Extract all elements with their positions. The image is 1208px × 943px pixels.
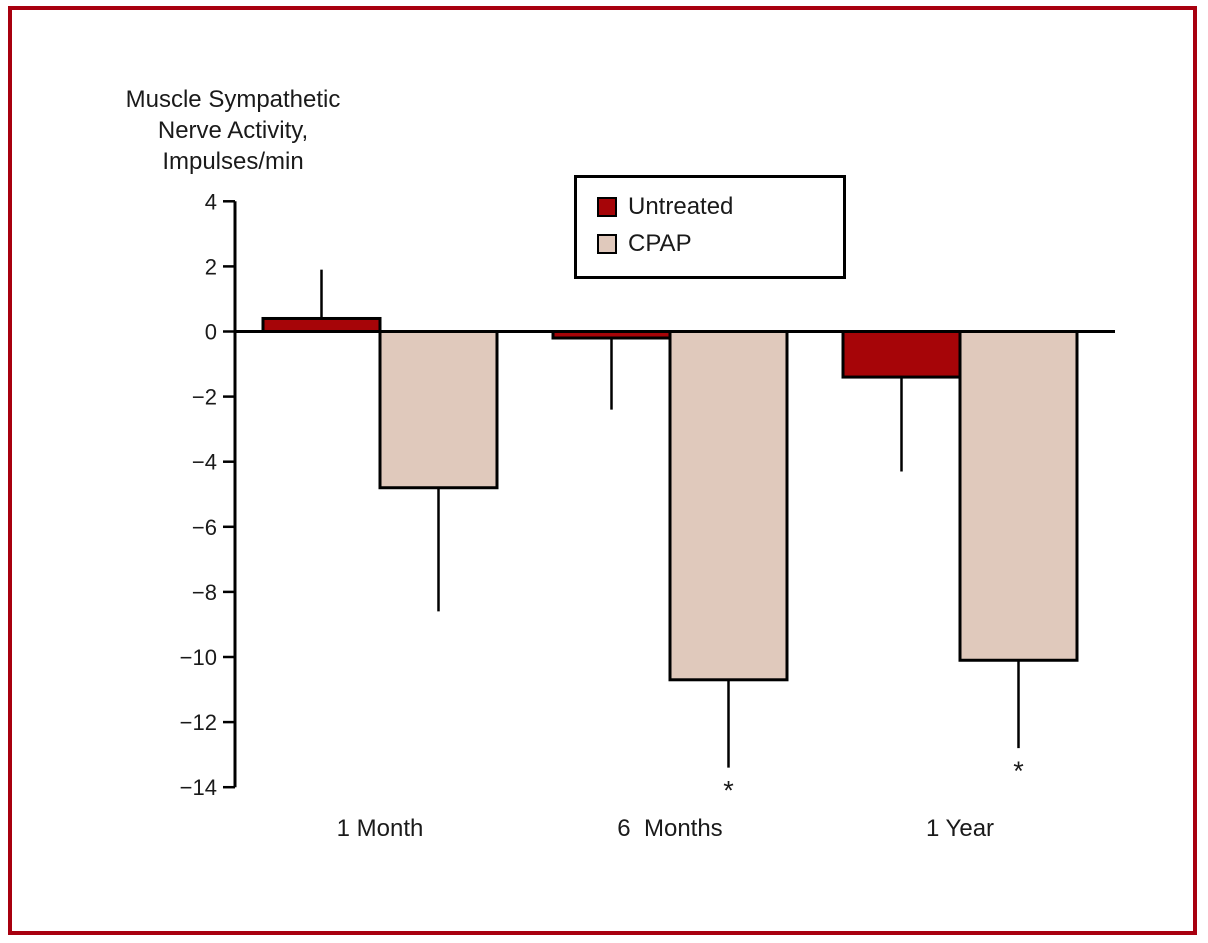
y-tick-label: −4 [192,450,217,475]
y-tick-label: 2 [205,254,217,279]
legend: Untreated CPAP [574,175,846,279]
x-axis-label-group2: 6 Months [617,815,722,842]
bar-cpap-group1 [378,330,499,490]
y-tick-label: −6 [192,515,217,540]
significance-asterisk-group3: * [1013,756,1024,786]
bar-untreated-group1 [261,316,382,334]
legend-label-cpap: CPAP [628,230,692,257]
y-axis-title-line: Nerve Activity, [157,117,309,144]
cpap-swatch-icon [597,234,617,254]
y-axis-title-line: Impulses/min [162,148,304,175]
y-tick-label: 0 [205,320,217,345]
y-axis-title-line: Muscle Sympathetic [125,86,341,113]
y-axis-title: Muscle Sympathetic Nerve Activity, Impul… [117,84,349,177]
significance-asterisk-group2: * [723,776,734,806]
untreated-swatch-icon [597,197,617,217]
bar-untreated-group2 [551,330,672,340]
y-tick-label: −2 [192,385,217,410]
legend-label-untreated: Untreated [628,193,734,220]
y-tick-label: −12 [180,710,217,735]
x-axis-label-group1: 1 Month [337,815,424,842]
legend-item-untreated: Untreated [597,193,734,220]
legend-item-cpap: CPAP [597,230,692,257]
y-tick-label: 4 [205,189,217,214]
y-tick-label: −8 [192,580,217,605]
bar-untreated-group3 [841,330,962,379]
bar-cpap-group3 [958,330,1079,662]
y-tick-label: −10 [180,645,217,670]
y-tick-label: −14 [180,775,217,800]
x-axis-label-group3: 1 Year [926,815,994,842]
bar-cpap-group2 [668,330,789,682]
